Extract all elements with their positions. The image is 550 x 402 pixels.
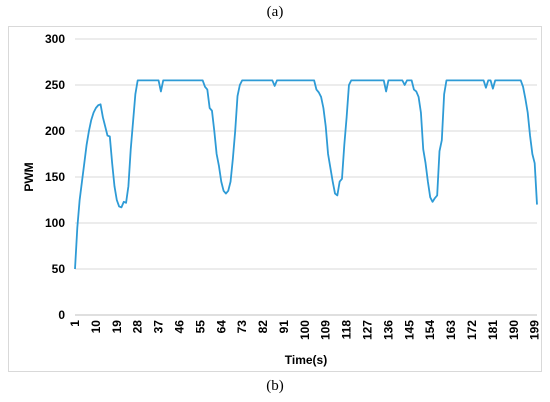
x-tick-label: 73 [235, 320, 249, 334]
x-tick-label: 28 [131, 320, 145, 334]
y-tick-label: 100 [45, 216, 65, 230]
x-tick-label: 91 [277, 320, 291, 334]
x-tick-label: 109 [319, 320, 333, 340]
x-tick-label: 19 [110, 320, 124, 334]
figure-caption-top: (a) [266, 4, 284, 20]
x-tick-label: 37 [152, 320, 166, 334]
x-tick-label: 127 [361, 320, 375, 340]
figure-caption-bottom: (b) [266, 378, 284, 394]
series-line [74, 79, 538, 270]
y-tick-label: 50 [52, 262, 66, 276]
x-tick-label: 100 [298, 320, 312, 340]
x-tick-label: 154 [423, 320, 437, 340]
x-tick-label: 64 [214, 320, 228, 334]
y-axis-ticks: 0 50 100 150 200 250 300 [45, 32, 65, 322]
gridlines [75, 38, 537, 270]
y-tick-label: 0 [58, 308, 65, 322]
x-axis-title: Time(s) [285, 353, 327, 367]
x-tick-label: 199 [528, 320, 542, 340]
y-axis-title: PWM [22, 162, 36, 191]
x-tick-label: 46 [172, 320, 186, 334]
x-tick-label: 82 [256, 320, 270, 334]
x-tick-label: 118 [340, 320, 354, 340]
x-tick-label: 172 [465, 320, 479, 340]
y-tick-label: 250 [45, 78, 65, 92]
y-tick-label: 150 [45, 170, 65, 184]
x-tick-label: 145 [402, 320, 416, 340]
x-tick-label: 136 [381, 320, 395, 340]
x-tick-label: 10 [89, 320, 103, 334]
x-axis-ticks: 1 10 19 28 37 46 55 64 73 82 91 100 109 118 127 136 145 1… [68, 320, 542, 340]
x-tick-label: 163 [444, 320, 458, 340]
chart-area: 0 50 100 150 200 250 300 1 10 19 28 37 46 55 64 73 82 91… [8, 26, 542, 372]
pwm-line-chart: 0 50 100 150 200 250 300 1 10 19 28 37 46 55 64 73 82 91… [22, 32, 542, 367]
x-tick-label: 190 [507, 320, 521, 340]
x-tick-label: 55 [193, 320, 207, 334]
x-tick-label: 1 [68, 320, 82, 327]
y-tick-label: 200 [45, 124, 65, 138]
y-tick-label: 300 [45, 32, 65, 46]
x-tick-label: 181 [486, 320, 500, 340]
